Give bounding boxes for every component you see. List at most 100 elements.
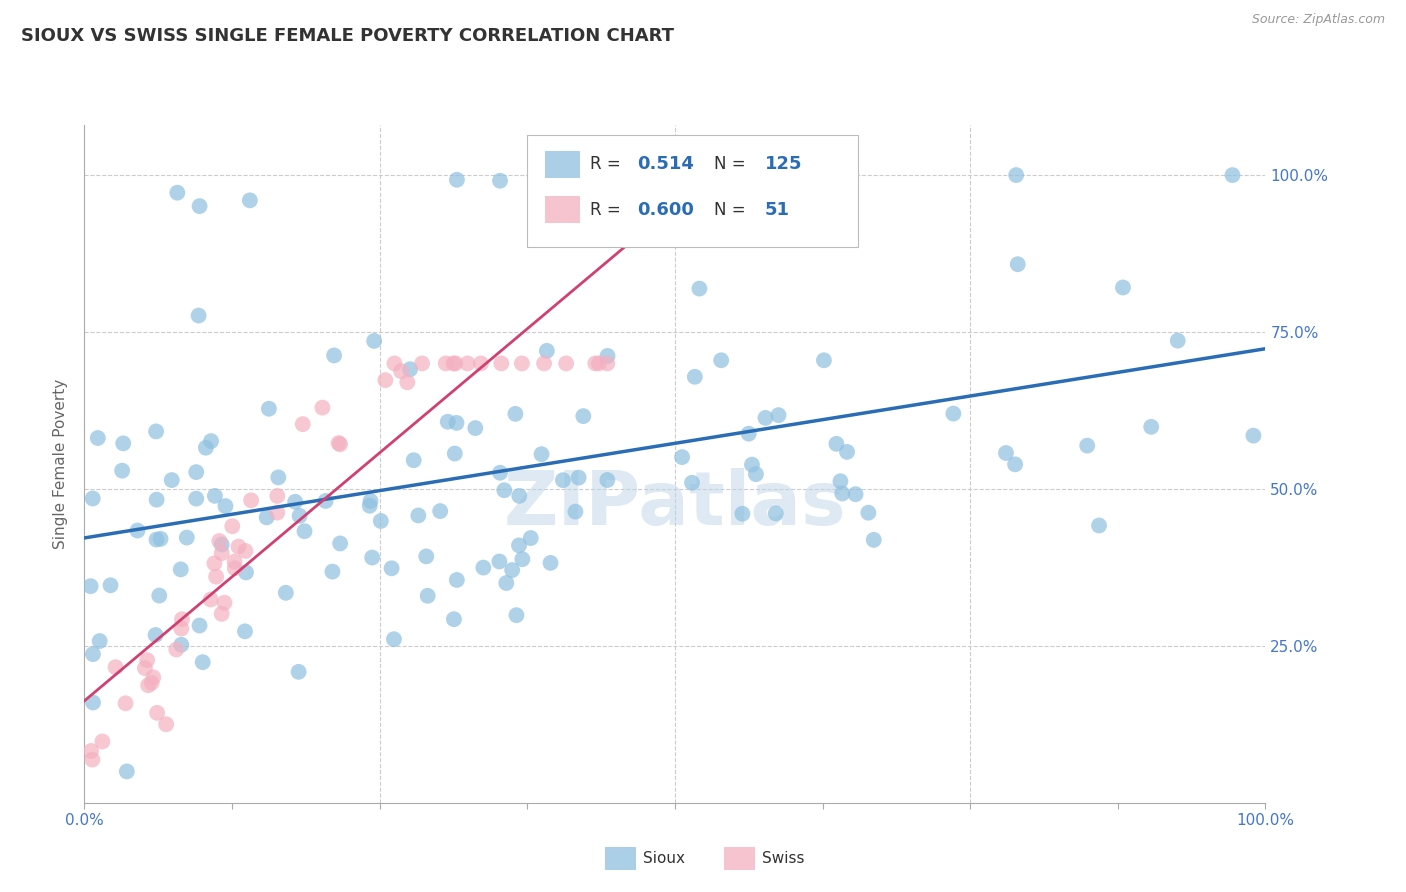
Point <box>489 466 512 480</box>
Point <box>754 411 776 425</box>
Point <box>112 436 135 450</box>
Point <box>82 491 104 506</box>
Point <box>82 753 104 767</box>
Point <box>134 661 156 675</box>
Point <box>323 348 346 362</box>
Point <box>329 437 352 451</box>
Point <box>382 632 405 647</box>
Point <box>1241 428 1264 442</box>
Point <box>370 514 392 528</box>
Point <box>288 508 311 523</box>
Point <box>381 561 404 575</box>
Text: 0.600: 0.600 <box>637 201 695 219</box>
Point <box>191 655 214 669</box>
Point <box>384 356 406 370</box>
Point <box>446 416 468 430</box>
Point <box>536 343 558 358</box>
Point <box>165 642 187 657</box>
Point <box>429 504 451 518</box>
Point <box>835 445 858 459</box>
Point <box>200 434 222 448</box>
Point <box>359 494 381 508</box>
Point <box>188 199 211 213</box>
Point <box>170 612 193 626</box>
Point <box>114 696 136 710</box>
Point <box>328 436 350 450</box>
Point <box>813 353 835 368</box>
Point <box>508 538 530 552</box>
Point <box>166 186 188 200</box>
Point <box>441 356 464 370</box>
Point <box>1005 168 1028 182</box>
Text: 0.514: 0.514 <box>637 155 695 173</box>
Point <box>551 473 574 487</box>
Point <box>745 467 768 482</box>
Point <box>825 437 848 451</box>
Point <box>115 764 138 779</box>
Point <box>1007 257 1029 271</box>
Point <box>239 194 262 208</box>
Point <box>568 470 591 484</box>
Point <box>408 508 430 523</box>
Point <box>444 356 467 370</box>
Point <box>596 356 619 370</box>
Point <box>845 487 868 501</box>
Y-axis label: Single Female Poverty: Single Female Poverty <box>53 379 69 549</box>
Point <box>188 618 211 632</box>
Point <box>374 373 396 387</box>
Point <box>186 491 208 506</box>
Point <box>146 706 169 720</box>
Point <box>683 369 706 384</box>
Point <box>204 489 226 503</box>
Point <box>399 362 422 376</box>
Point <box>211 546 233 560</box>
Point <box>681 475 703 490</box>
Point <box>396 376 419 390</box>
Point <box>596 473 619 487</box>
Point <box>583 356 606 370</box>
Point <box>155 717 177 731</box>
Point <box>257 401 280 416</box>
Point <box>91 734 114 748</box>
Point <box>221 519 243 533</box>
Point <box>494 483 516 498</box>
Point <box>79 579 101 593</box>
Text: Source: ZipAtlas.com: Source: ZipAtlas.com <box>1251 13 1385 27</box>
Point <box>329 536 352 550</box>
Point <box>540 556 562 570</box>
Point <box>510 356 533 370</box>
Point <box>82 696 104 710</box>
Point <box>831 486 853 500</box>
Point <box>671 450 693 464</box>
Point <box>142 670 165 684</box>
Point <box>186 465 208 479</box>
Point <box>389 364 412 378</box>
Point <box>710 353 733 368</box>
Point <box>205 570 228 584</box>
Point <box>211 537 233 551</box>
Point <box>402 453 425 467</box>
Point <box>170 638 193 652</box>
Point <box>104 660 127 674</box>
Point <box>240 493 263 508</box>
Point <box>1167 334 1189 348</box>
Point <box>266 506 288 520</box>
Point <box>508 489 530 503</box>
Point <box>294 524 316 539</box>
Point <box>512 552 534 566</box>
Point <box>765 507 787 521</box>
Point <box>100 578 122 592</box>
Text: R =: R = <box>591 201 626 219</box>
FancyBboxPatch shape <box>527 135 858 247</box>
Point <box>287 665 309 679</box>
Point <box>145 628 167 642</box>
Point <box>267 470 290 484</box>
Point <box>87 431 110 445</box>
Point <box>311 401 333 415</box>
Point <box>160 473 183 487</box>
Point <box>363 334 385 348</box>
Point <box>1004 458 1026 472</box>
Point <box>145 533 167 547</box>
Point <box>208 534 231 549</box>
Text: Swiss: Swiss <box>762 852 804 866</box>
